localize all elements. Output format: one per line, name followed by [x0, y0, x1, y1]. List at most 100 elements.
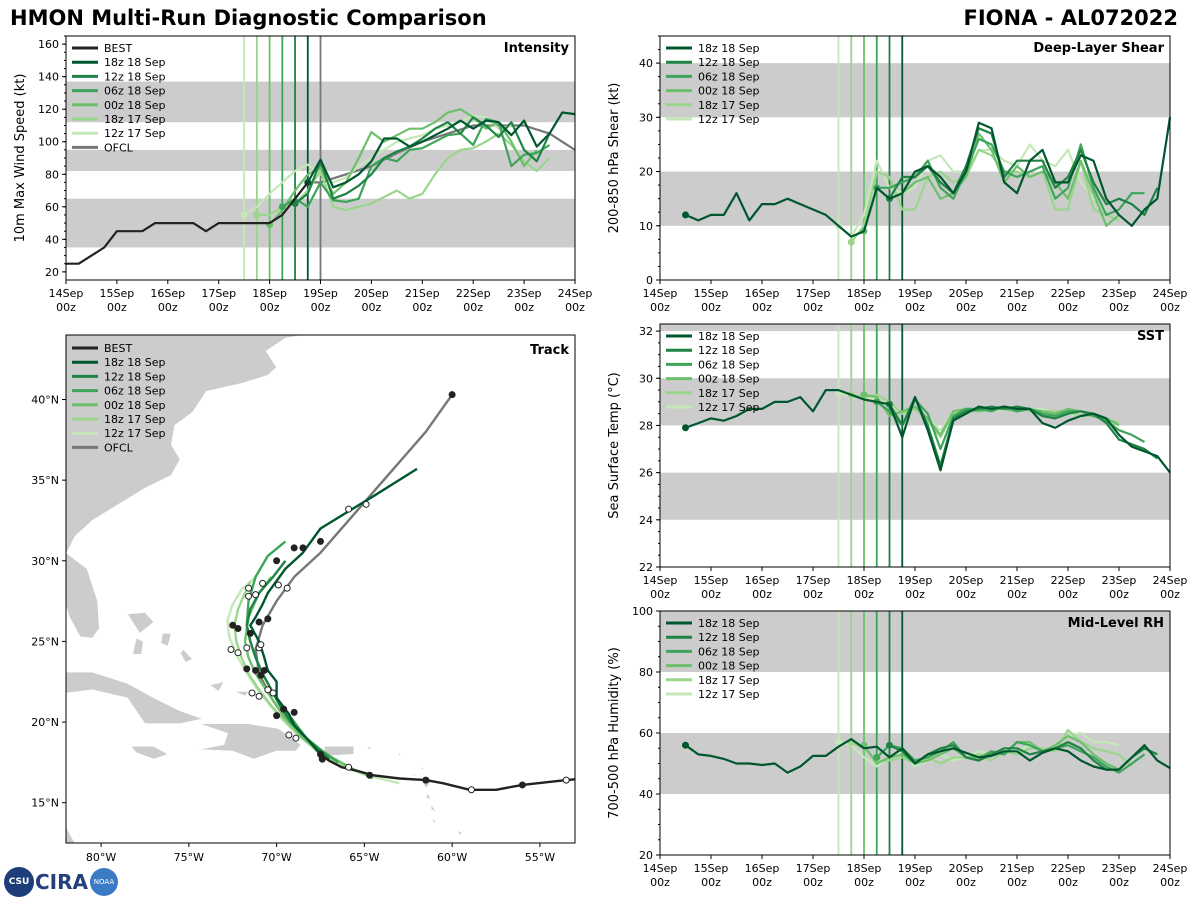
lon-tick-label: 60°W — [437, 851, 467, 864]
x-tick-label-hour: 00z — [56, 301, 76, 314]
y-tick-label: 80 — [45, 168, 59, 181]
track-map-layer — [66, 335, 575, 843]
legend-label: OFCL — [104, 141, 134, 154]
land-polygon — [66, 826, 76, 843]
figure-title: HMON Multi-Run Diagnostic Comparison — [10, 6, 487, 30]
x-tick-label-hour: 00z — [752, 588, 772, 601]
legend-label: 12z 18 Sep — [698, 56, 760, 69]
x-tick-label: 17Sep — [796, 574, 831, 587]
lon-tick-label: 70°W — [261, 851, 291, 864]
track-marker-filled — [252, 666, 260, 674]
x-tick-label-hour: 00z — [956, 301, 976, 314]
y-tick-label: 100 — [632, 605, 653, 618]
noaa-seal-icon: NOAA — [90, 868, 118, 896]
track-marker-open — [345, 763, 353, 771]
legend-label: 12z 17 Sep — [104, 427, 166, 440]
x-tick-label-hour: 00z — [1160, 301, 1180, 314]
x-tick-label: 20Sep — [354, 287, 389, 300]
track-marker-filled — [448, 391, 456, 399]
x-tick-label-hour: 00z — [701, 588, 721, 601]
land-polygon — [126, 612, 155, 634]
x-tick-label: 16Sep — [745, 862, 780, 875]
track-marker-open — [274, 581, 282, 589]
x-tick-label-hour: 00z — [803, 301, 823, 314]
x-tick-label: 18Sep — [847, 862, 882, 875]
cira-logo: CSU CIRA NOAA — [4, 866, 118, 898]
x-tick-label-hour: 00z — [1007, 588, 1027, 601]
legend-label: 18z 17 Sep — [698, 387, 760, 400]
x-tick-label-hour: 00z — [311, 301, 331, 314]
x-tick-label: 20Sep — [949, 862, 984, 875]
track-line-18z-17-sep — [233, 581, 374, 780]
x-tick-label-hour: 00z — [752, 876, 772, 889]
x-tick-label: 21Sep — [1000, 862, 1035, 875]
x-tick-label: 22Sep — [1051, 574, 1086, 587]
x-tick-label-hour: 00z — [1109, 301, 1129, 314]
track-marker-open — [283, 584, 291, 592]
land-polygon — [396, 752, 402, 757]
y-tick-label: 0 — [646, 274, 653, 287]
y-tick-label: 32 — [639, 325, 653, 338]
y-axis-label: Sea Surface Temp (°C) — [607, 372, 622, 519]
y-tick-label: 20 — [45, 266, 59, 279]
land-polygon — [66, 335, 100, 639]
track-marker-filled — [422, 776, 430, 784]
track-marker-filled — [280, 705, 288, 713]
x-tick-label-hour: 00z — [1058, 588, 1078, 601]
track-marker-filled — [290, 708, 298, 716]
lon-tick-label: 55°W — [525, 851, 555, 864]
x-tick-label: 16Sep — [745, 574, 780, 587]
x-tick-label-hour: 00z — [107, 301, 127, 314]
x-tick-label: 23Sep — [1102, 862, 1137, 875]
threshold-band — [660, 63, 1170, 118]
x-tick-label: 21Sep — [405, 287, 440, 300]
y-tick-label: 28 — [639, 419, 653, 432]
series-line-18z-18-sep — [685, 389, 1171, 474]
y-tick-label: 40 — [45, 233, 59, 246]
legend-label: 12z 17 Sep — [698, 401, 760, 414]
x-tick-label-hour: 00z — [956, 876, 976, 889]
panel-shear: 01020304014Sep00z15Sep00z16Sep00z17Sep00… — [607, 35, 1188, 314]
init-point-06z-18-sep — [278, 203, 286, 211]
x-tick-label-hour: 00z — [701, 876, 721, 889]
y-tick-label: 40 — [639, 57, 653, 70]
lat-tick-label: 35°N — [31, 474, 59, 487]
x-tick-label: 22Sep — [456, 287, 491, 300]
x-tick-label: 20Sep — [949, 574, 984, 587]
x-tick-label: 18Sep — [252, 287, 287, 300]
track-marker-open — [234, 649, 242, 657]
track-marker-open — [264, 686, 272, 694]
init-point-18z-18-sep — [682, 741, 689, 749]
y-axis-label: 200-850 hPa Shear (kt) — [607, 83, 622, 234]
panel-rh: 2040608010014Sep00z15Sep00z16Sep00z17Sep… — [607, 605, 1187, 889]
x-tick-label-hour: 00z — [1160, 876, 1180, 889]
x-tick-label-hour: 00z — [650, 301, 670, 314]
x-tick-label: 16Sep — [745, 287, 780, 300]
storm-id-title: FIONA - AL072022 — [963, 6, 1178, 30]
panel-intensity: 2040608010012014016014Sep00z15Sep00z16Se… — [13, 35, 593, 314]
x-tick-label: 24Sep — [558, 287, 593, 300]
x-tick-label: 21Sep — [1000, 287, 1035, 300]
x-tick-label: 24Sep — [1153, 287, 1188, 300]
legend-label: 12z 18 Sep — [104, 370, 166, 383]
init-point-18z-18-sep — [682, 211, 689, 219]
x-tick-label: 24Sep — [1153, 862, 1188, 875]
track-marker-filled — [318, 755, 326, 763]
track-marker-filled — [234, 625, 242, 633]
track-marker-open — [257, 641, 265, 649]
legend-label: 12z 17 Sep — [104, 127, 166, 140]
y-tick-label: 20 — [639, 166, 653, 179]
series-line-18z-18-sep — [684, 737, 1171, 774]
track-marker-open — [248, 689, 256, 697]
legend-label: 12z 17 Sep — [698, 113, 760, 126]
legend-label: 18z 17 Sep — [698, 99, 760, 112]
y-tick-label: 120 — [38, 103, 59, 116]
track-marker-filled — [260, 666, 268, 674]
x-tick-label: 19Sep — [303, 287, 338, 300]
legend-label: 00z 18 Sep — [698, 660, 760, 673]
y-tick-label: 140 — [38, 71, 59, 84]
series-line-12z-18-sep — [294, 116, 551, 205]
threshold-band — [660, 472, 1170, 520]
legend-label: 00z 18 Sep — [698, 373, 760, 386]
init-point-06z-18-sep — [873, 753, 881, 761]
